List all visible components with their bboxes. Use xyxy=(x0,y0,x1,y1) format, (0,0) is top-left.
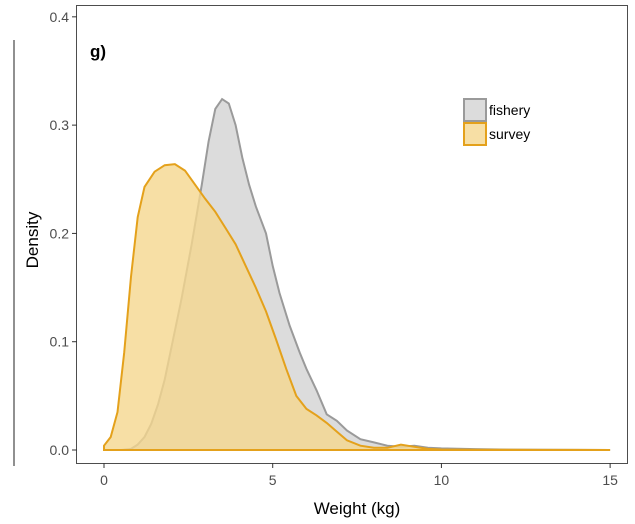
legend-key-fishery xyxy=(463,98,487,122)
density-area-survey xyxy=(103,163,611,451)
x-tick-label: 0 xyxy=(100,472,108,488)
y-tick-label: 0.1 xyxy=(50,334,70,350)
y-axis: 0.0 0.1 0.2 0.3 0.4 xyxy=(50,9,77,458)
x-tick-label: 15 xyxy=(602,472,618,488)
y-axis-title: Density xyxy=(23,211,42,268)
y-tick-label: 0.0 xyxy=(50,442,70,458)
plot-panel-border xyxy=(76,5,628,464)
y-tick-label: 0.4 xyxy=(50,9,70,25)
legend-label-fishery: fishery xyxy=(489,102,530,118)
density-areas xyxy=(103,97,611,451)
legend-key-survey xyxy=(463,122,487,146)
x-tick-label: 5 xyxy=(269,472,277,488)
legend-label-survey: survey xyxy=(489,126,530,142)
legend: fishery survey xyxy=(463,98,530,146)
panel-tag: g) xyxy=(90,42,106,61)
y-tick-label: 0.2 xyxy=(50,225,70,241)
x-axis-title: Weight (kg) xyxy=(314,499,401,518)
x-axis: 0 5 10 15 xyxy=(100,463,618,488)
x-tick-label: 10 xyxy=(434,472,450,488)
y-tick-label: 0.3 xyxy=(50,117,70,133)
